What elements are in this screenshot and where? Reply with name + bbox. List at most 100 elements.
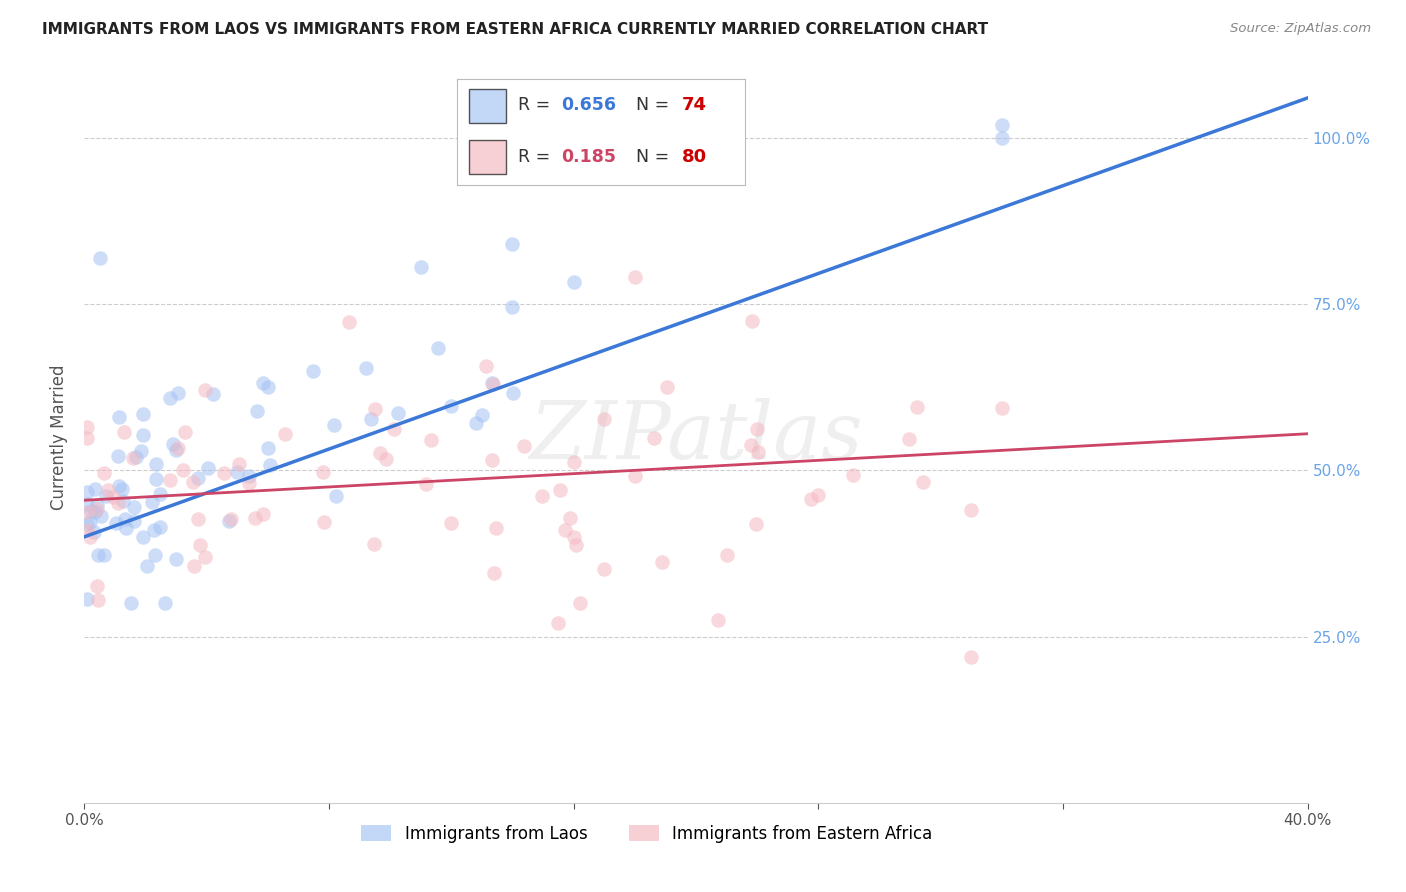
Text: ZIPatlas: ZIPatlas <box>529 399 863 475</box>
Point <box>337 315 360 329</box>
Point <box>484 566 506 580</box>
Point <box>807 488 830 502</box>
Point <box>93 548 115 562</box>
Point <box>481 453 503 467</box>
Point <box>86 579 108 593</box>
Point <box>911 475 934 489</box>
Point <box>568 596 591 610</box>
Point <box>312 466 335 480</box>
Point <box>145 457 167 471</box>
Point <box>131 408 153 422</box>
Point <box>548 483 571 497</box>
Point <box>322 418 344 433</box>
Point <box>135 559 157 574</box>
Point <box>360 412 382 426</box>
Point <box>153 596 176 610</box>
Point <box>121 450 143 465</box>
Point <box>167 385 190 400</box>
Point <box>364 401 387 416</box>
Point <box>368 446 391 460</box>
Point <box>79 504 101 518</box>
Point <box>83 524 105 539</box>
Point <box>107 449 129 463</box>
Point <box>238 476 260 491</box>
Point <box>842 467 865 482</box>
Point <box>129 444 152 458</box>
Point <box>706 613 728 627</box>
Point <box>651 555 673 569</box>
Point <box>314 515 336 529</box>
Point <box>120 596 142 610</box>
Point <box>991 401 1014 416</box>
Point <box>76 592 98 607</box>
Point <box>624 469 647 483</box>
Point <box>101 491 124 505</box>
Point <box>905 400 928 414</box>
Point <box>165 552 187 566</box>
Point <box>218 514 240 528</box>
Point <box>76 497 98 511</box>
Point <box>427 342 450 356</box>
Point <box>226 466 249 480</box>
Point <box>593 562 616 576</box>
Point <box>991 118 1014 132</box>
Point <box>105 516 128 530</box>
Point <box>655 379 678 393</box>
Point <box>124 514 146 528</box>
Point <box>960 649 983 664</box>
Point <box>76 517 98 532</box>
Point <box>252 507 274 521</box>
Point <box>257 441 280 455</box>
Point <box>142 523 165 537</box>
Point <box>94 489 117 503</box>
Point <box>502 300 524 314</box>
Point <box>166 442 188 456</box>
Point <box>502 237 524 252</box>
Point <box>325 489 347 503</box>
Point <box>991 131 1014 145</box>
Point <box>212 466 235 480</box>
Point <box>219 512 242 526</box>
Point <box>90 508 112 523</box>
Point <box>122 500 145 514</box>
Point <box>114 512 136 526</box>
Point <box>547 616 569 631</box>
Point <box>745 517 768 532</box>
Point <box>741 314 763 328</box>
Point <box>149 520 172 534</box>
Point <box>475 359 498 374</box>
Point <box>97 483 120 497</box>
Point <box>301 364 323 378</box>
Point <box>76 523 98 537</box>
Point <box>440 516 463 530</box>
Point <box>252 376 274 391</box>
Point <box>440 399 463 413</box>
Point <box>86 502 108 516</box>
Point <box>643 431 665 445</box>
Point <box>409 260 432 274</box>
Point <box>274 427 297 442</box>
Point <box>159 391 181 405</box>
Point <box>481 376 503 390</box>
Point <box>110 482 132 496</box>
Point <box>382 422 405 436</box>
Point <box>419 434 441 448</box>
Point <box>145 472 167 486</box>
Text: Source: ZipAtlas.com: Source: ZipAtlas.com <box>1230 22 1371 36</box>
Y-axis label: Currently Married: Currently Married <box>49 364 67 510</box>
Point <box>354 361 377 376</box>
Point <box>387 406 409 420</box>
Point <box>960 503 983 517</box>
Point <box>79 530 101 544</box>
Point <box>108 479 131 493</box>
Point <box>593 411 616 425</box>
Legend: Immigrants from Laos, Immigrants from Eastern Africa: Immigrants from Laos, Immigrants from Ea… <box>354 818 939 849</box>
Point <box>188 538 211 552</box>
Point <box>898 432 921 446</box>
Point <box>202 387 225 401</box>
Point <box>108 410 131 425</box>
Point <box>485 521 508 535</box>
Point <box>562 455 585 469</box>
Point <box>76 431 98 445</box>
Point <box>415 477 437 491</box>
